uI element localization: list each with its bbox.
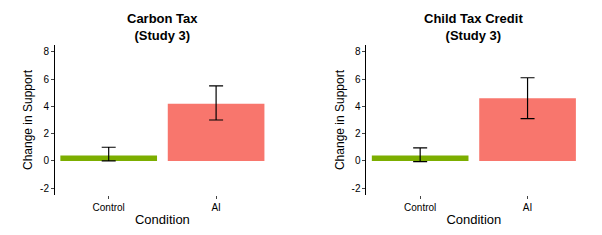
svg-text:6: 6 xyxy=(43,74,49,85)
svg-text:AI: AI xyxy=(211,202,220,213)
svg-text:Control: Control xyxy=(404,202,436,213)
svg-text:6: 6 xyxy=(355,74,361,85)
svg-text:Carbon Tax(Study 3): Carbon Tax(Study 3) xyxy=(127,11,198,43)
svg-text:2: 2 xyxy=(43,128,49,139)
svg-text:4: 4 xyxy=(43,101,49,112)
svg-text:Change in Support: Change in Support xyxy=(333,69,347,170)
svg-text:0: 0 xyxy=(43,155,49,166)
svg-text:2: 2 xyxy=(355,128,361,139)
svg-text:AI: AI xyxy=(523,202,532,213)
svg-text:Child Tax Credit(Study 3): Child Tax Credit(Study 3) xyxy=(424,11,523,43)
svg-text:Condition: Condition xyxy=(446,212,501,227)
svg-text:-2: -2 xyxy=(352,183,361,194)
svg-text:-2: -2 xyxy=(40,183,49,194)
svg-text:Control: Control xyxy=(93,202,125,213)
svg-text:Condition: Condition xyxy=(135,212,190,227)
svg-text:8: 8 xyxy=(43,46,49,57)
svg-text:Change in Support: Change in Support xyxy=(21,69,35,170)
svg-text:8: 8 xyxy=(355,46,361,57)
svg-text:0: 0 xyxy=(355,155,361,166)
svg-text:4: 4 xyxy=(355,101,361,112)
